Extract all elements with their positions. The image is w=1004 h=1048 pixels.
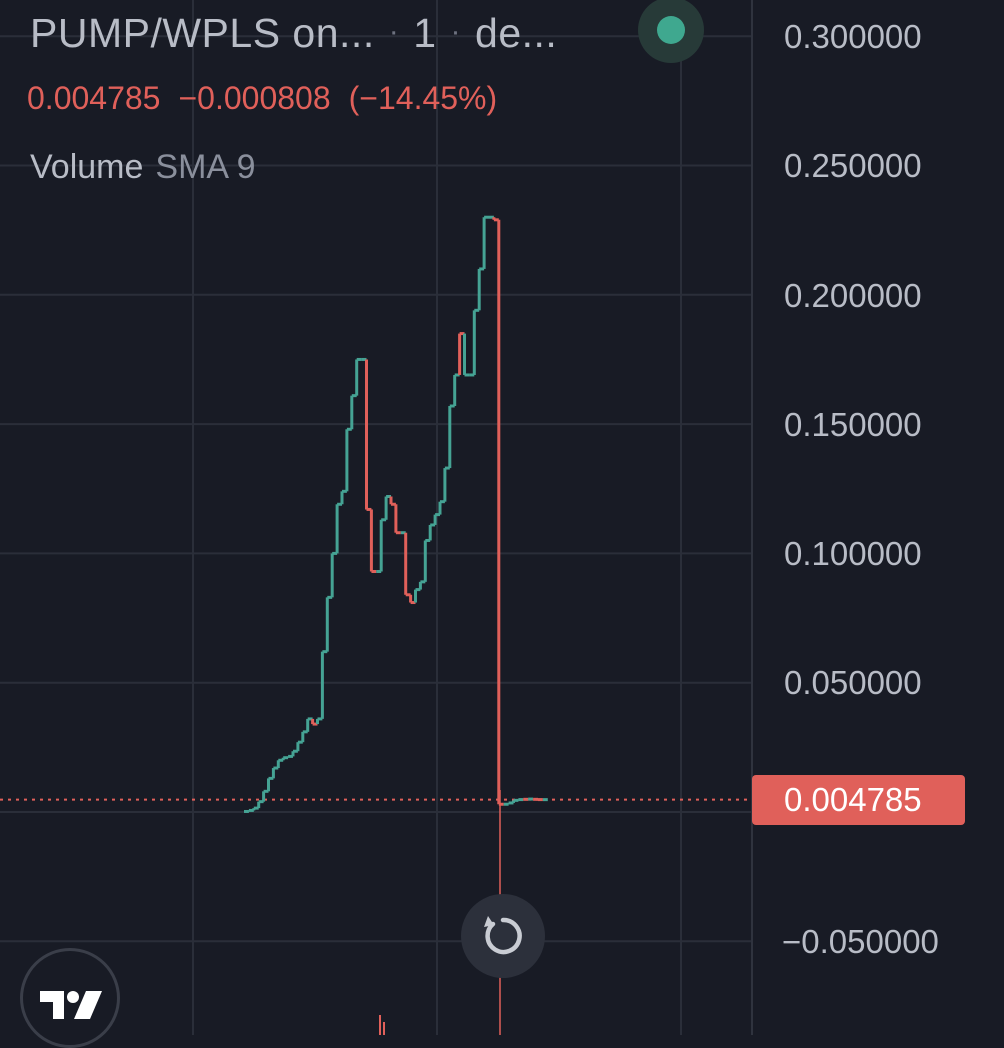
volume-bar [383,1022,385,1035]
axis-tick-label: 0.250000 [784,147,922,184]
volume-indicator-legend[interactable]: Volume SMA 9 [30,148,256,187]
tradingview-logo-button[interactable] [20,948,120,1048]
reset-rotate-icon [484,916,522,955]
axis-tick-label: 0.200000 [784,277,922,314]
current-price-label: 0.004785 [784,781,922,818]
volume-bar [379,1015,381,1035]
indicator-params: SMA 9 [155,148,256,186]
price-series [244,215,548,813]
current-price-tag: 0.004785 [752,775,965,825]
axis-tick-label: 0.050000 [784,664,922,701]
axis-tick-label: 0.150000 [784,406,922,443]
exchange-label: de... [475,10,558,56]
indicator-name: Volume [30,148,144,186]
chart-title[interactable]: PUMP/WPLS on... · 1 · de... [30,10,557,57]
price-change-row: 0.004785 −0.000808 (−14.45%) [27,80,515,117]
symbol-label: PUMP/WPLS on... [30,10,375,56]
market-status-indicator[interactable] [638,0,704,63]
volume-bars [379,1015,385,1035]
tradingview-logo-icon [40,991,102,1019]
interval-label: 1 [413,10,437,56]
status-dot-icon [657,16,685,44]
axis-tick-label: 0.100000 [784,535,922,572]
price-change-percent: (−14.45%) [348,80,498,116]
title-separator: · [388,15,400,48]
price-change: −0.000808 [178,80,331,116]
title-separator: · [450,15,462,48]
reset-chart-button[interactable] [461,894,545,978]
axis-tick-label: −0.050000 [782,923,939,960]
last-price: 0.004785 [27,80,161,116]
axis-tick-label: 0.300000 [784,18,922,55]
grid-lines [0,0,753,1035]
